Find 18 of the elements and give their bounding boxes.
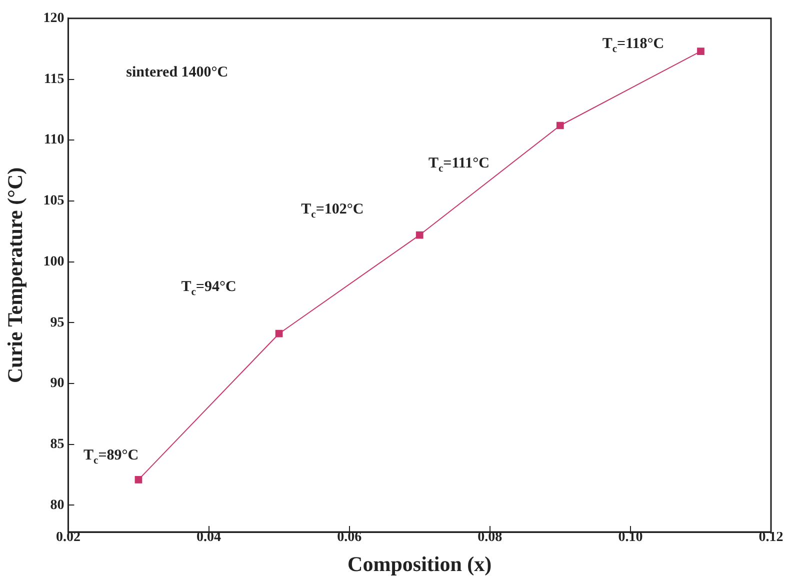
y-tick-label: 80	[50, 498, 64, 513]
x-tick-label: 0.12	[758, 530, 784, 546]
y-tick-label: 105	[43, 194, 64, 209]
point	[275, 330, 283, 338]
y-tick-label: 115	[44, 72, 64, 87]
point	[134, 476, 142, 484]
y-tick-label: 100	[43, 254, 64, 270]
point	[416, 231, 424, 239]
annotation: sintered 1400°C	[126, 64, 228, 81]
point	[697, 48, 704, 55]
y-tick-label: 90	[50, 376, 64, 392]
x-axis-title: Composition (x)	[348, 552, 492, 576]
y-axis-title: Curie Temperature (°C)	[3, 167, 28, 384]
point	[556, 122, 564, 130]
y-tick-label: 120	[43, 11, 64, 26]
y-tick-label: 95	[50, 315, 64, 330]
y-tick-label: 110	[44, 132, 64, 148]
y-tick-label: 85	[50, 436, 64, 452]
